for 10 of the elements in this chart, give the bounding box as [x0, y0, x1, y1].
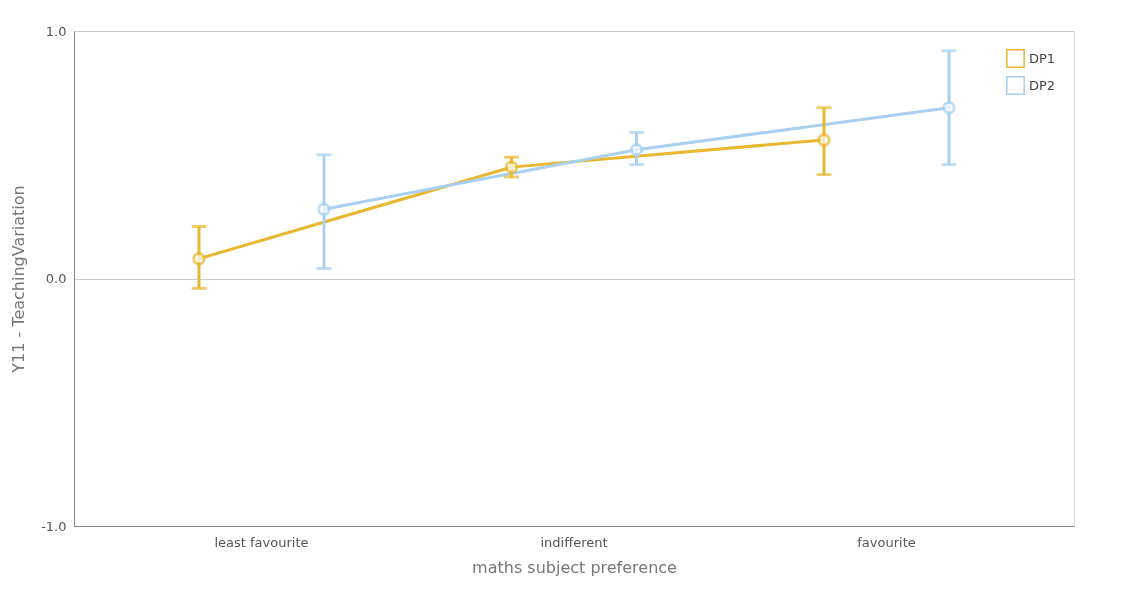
legend-label: DP1 [1029, 50, 1056, 66]
y-tick-label: 1.0 [45, 23, 67, 39]
x-tick-label: favourite [857, 534, 916, 550]
y-axis-title: Y11 - TeachingVariation [9, 185, 29, 374]
x-tick-label: indifferent [540, 534, 608, 550]
x-tick-label: least favourite [214, 534, 309, 550]
y-tick-label: 0.0 [45, 271, 67, 286]
y-tick-label: -1.0 [41, 518, 67, 534]
legend-label: DP2 [1029, 77, 1056, 93]
x-axis-title: maths subject preference [472, 557, 677, 577]
